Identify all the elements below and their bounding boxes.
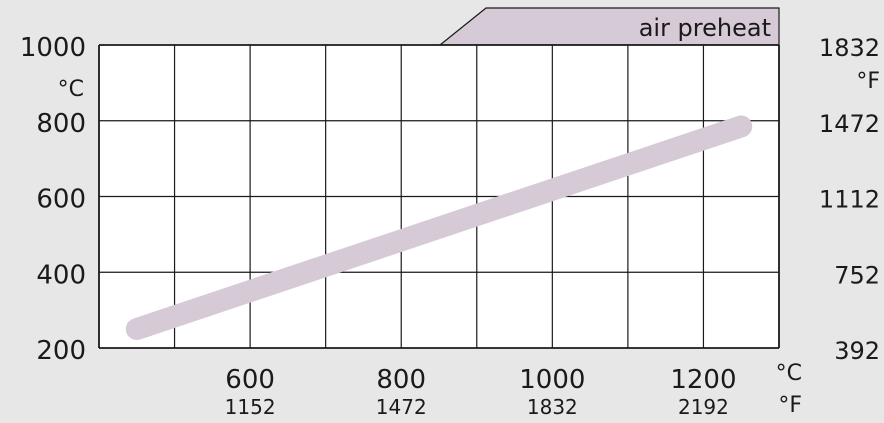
- x-tick-label-primary: 1000: [519, 365, 585, 395]
- x-tick-label-primary: 800: [376, 365, 426, 395]
- y-tick-label-left: 600: [36, 185, 86, 215]
- grid-lines: [98, 44, 780, 349]
- x-axis-unit-celsius: °C: [776, 361, 802, 386]
- y-tick-label-right: 752: [834, 261, 880, 289]
- x-tick-label-secondary: 1152: [225, 395, 276, 419]
- chart-title: air preheat: [639, 14, 771, 42]
- x-tick-label-primary: 600: [225, 365, 275, 395]
- x-axis-unit-fahrenheit: °F: [778, 393, 802, 418]
- y-tick-label-right: 1832: [819, 34, 880, 62]
- right-axis-labels: 392 752 1112 1472 1832: [819, 34, 880, 365]
- x-tick-label-secondary: 2192: [678, 395, 729, 419]
- series-line: [125, 115, 753, 341]
- x-tick-label-secondary: 1472: [376, 395, 427, 419]
- left-axis-labels: 200 400 600 800 1000: [20, 33, 86, 366]
- y-tick-label-right: 1112: [819, 186, 880, 214]
- chart-title-tab: air preheat: [438, 7, 780, 46]
- series-layer: [125, 115, 753, 341]
- x-tick-label-primary: 1200: [670, 365, 736, 395]
- x-tick-label-secondary: 1832: [527, 395, 578, 419]
- y-tick-label-left: 1000: [20, 33, 86, 63]
- y-tick-label-left: 800: [36, 109, 86, 139]
- y-axis-unit-fahrenheit: °F: [856, 69, 880, 94]
- y-tick-label-right: 392: [834, 337, 880, 365]
- y-axis-unit-celsius: °C: [58, 77, 84, 102]
- y-tick-label-left: 400: [36, 260, 86, 290]
- y-tick-label-right: 1472: [819, 110, 880, 138]
- y-tick-label-left: 200: [36, 336, 86, 366]
